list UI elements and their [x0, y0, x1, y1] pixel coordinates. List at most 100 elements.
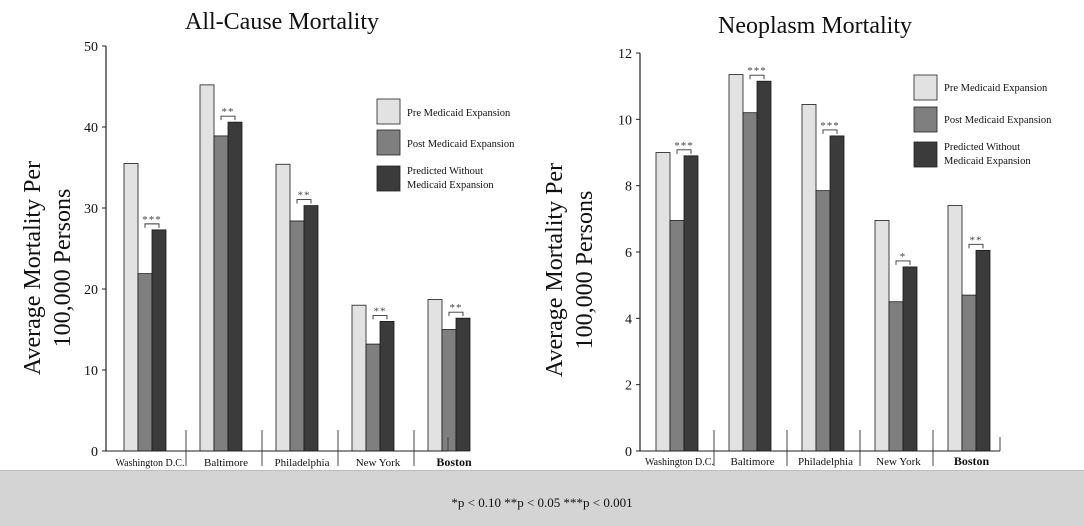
legend-label-predicted: Medicaid Expansion	[944, 156, 1031, 167]
legend-swatch-pre	[376, 98, 401, 125]
bar	[303, 205, 319, 452]
legend-swatch-predicted	[913, 141, 938, 168]
bar	[227, 121, 243, 452]
bar	[801, 104, 817, 452]
legend: Pre Medicaid Expansion Post Medicaid Exp…	[913, 74, 1052, 168]
significance-bracket	[895, 260, 911, 265]
bar	[961, 294, 977, 452]
legend-label-predicted: Medicaid Expansion	[407, 180, 494, 191]
bar	[213, 135, 229, 452]
y-tick-label: 50	[84, 40, 98, 55]
legend-label-pre: Pre Medicaid Expansion	[944, 83, 1048, 94]
legend: Pre Medicaid Expansion Post Medicaid Exp…	[376, 98, 515, 192]
y-axis-label: 100,000 Persons	[572, 191, 598, 350]
bar	[902, 266, 918, 452]
significance-bracket	[676, 149, 692, 154]
y-tick-label: 40	[84, 121, 98, 136]
bar	[756, 80, 772, 452]
y-tick-label: 10	[618, 113, 632, 128]
y-tick-label: 2	[625, 379, 632, 394]
significance-bracket	[220, 115, 236, 121]
y-tick-label: 0	[625, 445, 632, 460]
bar	[888, 301, 904, 452]
significance-marker: **	[222, 106, 235, 118]
y-tick-label: 6	[625, 246, 632, 261]
bar	[151, 229, 167, 452]
significance-bracket	[749, 74, 765, 80]
significance-marker: *	[900, 251, 907, 263]
y-tick-label: 20	[84, 283, 98, 298]
significance-marker: ***	[142, 214, 162, 226]
legend-swatch-post	[376, 129, 401, 156]
bar	[742, 112, 758, 452]
y-tick-label: 8	[625, 180, 632, 195]
bar	[829, 135, 845, 452]
significance-bracket	[372, 314, 388, 320]
significance-marker: **	[374, 305, 387, 317]
bar	[427, 299, 443, 452]
legend-swatch-pre	[913, 74, 938, 101]
bar	[975, 249, 991, 452]
y-tick-label: 30	[84, 202, 98, 217]
bar	[947, 205, 963, 452]
significance-bracket	[968, 243, 984, 249]
category-label: Philadelphia	[798, 456, 853, 468]
bar	[379, 320, 395, 452]
category-label: Boston	[954, 454, 990, 468]
significance-marker: **	[970, 234, 983, 246]
bar	[669, 220, 685, 452]
bar	[365, 343, 381, 452]
all-cause-chart: All-Cause Mortality Average Mortality Pe…	[20, 9, 515, 469]
bar	[351, 304, 367, 452]
significance-footnote: *p < 0.10 **p < 0.05 ***p < 0.001	[451, 495, 633, 510]
footnote-bar: *p < 0.10 **p < 0.05 ***p < 0.001	[0, 470, 1084, 526]
category-label: New York	[876, 456, 921, 468]
y-tick-label: 10	[84, 364, 98, 379]
y-tick-label: 4	[625, 312, 632, 327]
bar	[683, 155, 699, 452]
bar	[874, 220, 890, 452]
neoplasm-chart: Neoplasm Mortality Average Mortality Per…	[542, 13, 1052, 468]
bar	[199, 84, 215, 452]
category-label: Washington D.C.	[116, 458, 185, 469]
legend-label-post: Post Medicaid Expansion	[407, 139, 515, 150]
category-label: Washington D.C.	[645, 457, 714, 468]
category-label: Baltimore	[731, 456, 775, 468]
significance-marker: **	[298, 190, 311, 202]
significance-marker: ***	[747, 65, 767, 77]
y-tick-label: 0	[91, 445, 98, 460]
significance-bracket	[144, 223, 160, 228]
legend-label-pre: Pre Medicaid Expansion	[407, 108, 511, 119]
bar	[815, 190, 831, 452]
significance-marker: **	[450, 302, 463, 314]
significance-bracket	[448, 311, 464, 317]
legend-label-post: Post Medicaid Expansion	[944, 115, 1052, 126]
legend-label-predicted: Predicted Without	[944, 142, 1020, 153]
bar	[289, 220, 305, 452]
category-label: Philadelphia	[275, 457, 330, 469]
significance-marker: ***	[820, 120, 840, 132]
y-axis-label: 100,000 Persons	[50, 189, 76, 348]
category-label: New York	[356, 457, 401, 469]
bar	[441, 329, 457, 452]
bar	[137, 273, 153, 452]
significance-bracket	[822, 129, 838, 134]
category-label: Baltimore	[204, 457, 248, 469]
legend-swatch-predicted	[376, 165, 401, 192]
legend-label-predicted: Predicted Without	[407, 166, 483, 177]
y-axis-label: Average Mortality Per	[542, 163, 568, 377]
significance-marker: ***	[674, 140, 694, 152]
y-tick-label: 12	[618, 47, 632, 62]
category-label: Boston	[436, 455, 472, 469]
significance-bracket	[296, 199, 312, 204]
y-axis-label: Average Mortality Per	[20, 161, 46, 375]
chart-title: Neoplasm Mortality	[718, 13, 912, 39]
bar	[655, 152, 671, 452]
bar	[455, 317, 471, 452]
bar	[123, 163, 139, 452]
chart-title: All-Cause Mortality	[185, 9, 379, 35]
bar	[728, 74, 744, 452]
bar	[275, 163, 291, 452]
legend-swatch-post	[913, 106, 938, 133]
